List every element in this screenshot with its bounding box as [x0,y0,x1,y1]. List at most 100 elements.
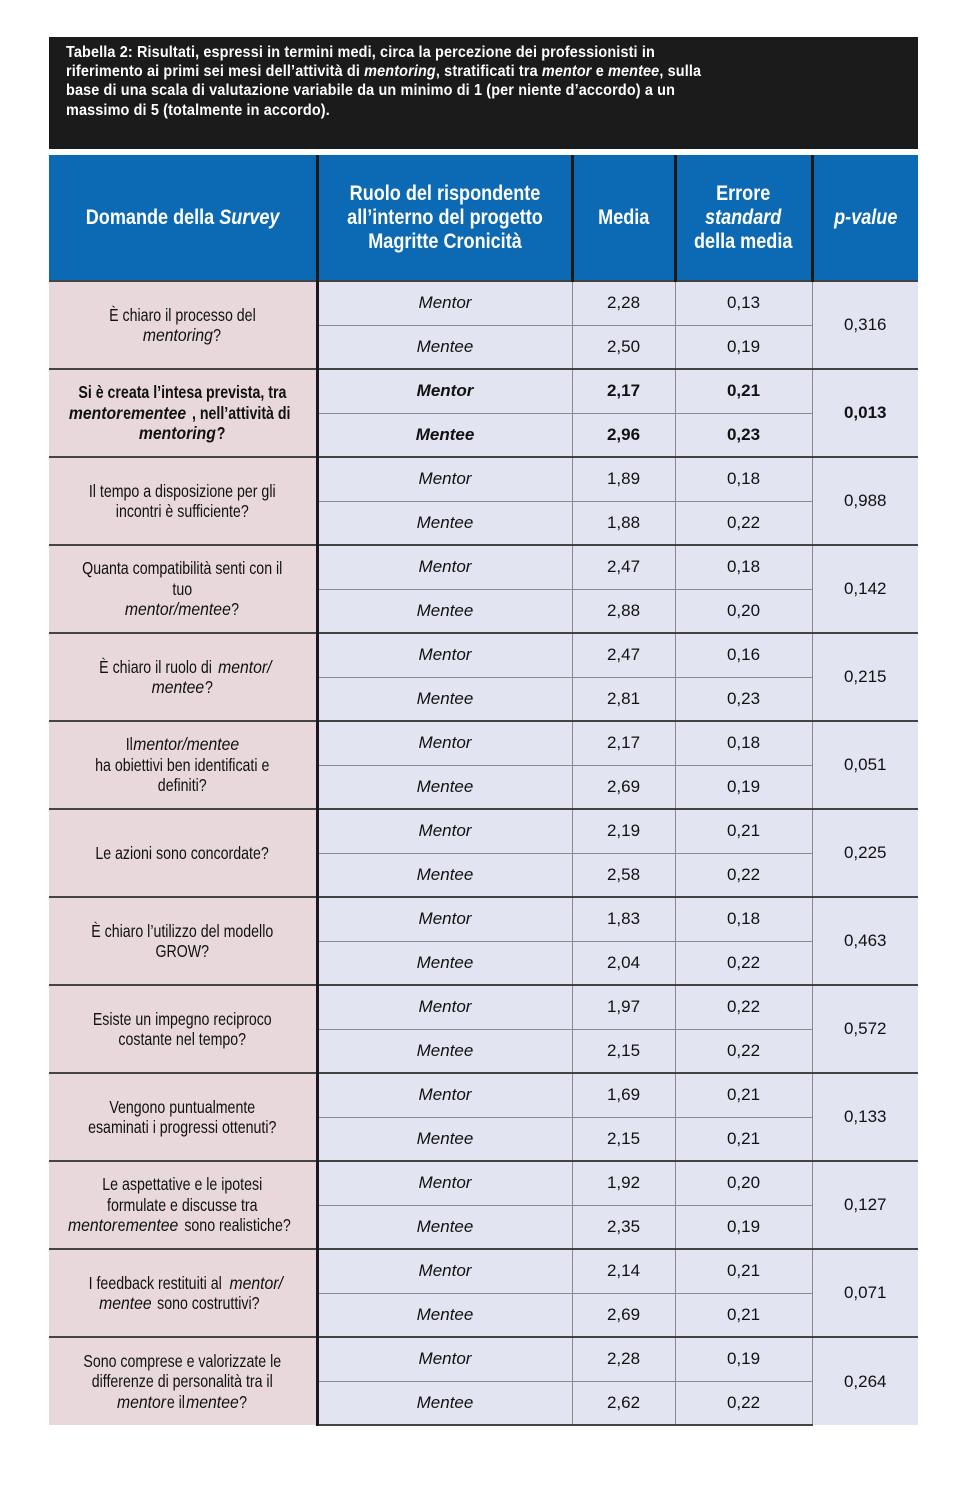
role-cell: Mentor [316,1072,572,1117]
table-row: Mentee 2,62 0,22 [49,1380,918,1426]
errore-cell: 0,21 [674,1116,812,1161]
role-cell: Mentor [316,368,572,413]
media-cell: 2,81 [571,676,675,721]
errore-cell: 0,22 [674,1380,812,1426]
role-cell: Mentee [316,1380,572,1426]
errore-cell: 0,19 [674,764,812,809]
role-cell: Mentee [316,852,572,897]
media-cell: 1,88 [571,500,675,545]
media-cell: 1,97 [571,984,675,1029]
media-cell: 2,17 [571,720,675,765]
pvalue-cell: 0,215 [811,632,918,721]
table-row: Quanta compatibilità senti con il tuo me… [49,544,918,633]
table-row: Il mentor/mentee ha obiettivi ben identi… [49,720,918,809]
media-cell: 2,58 [571,852,675,897]
table-row: Mentee 2,88 0,20 [49,588,918,633]
pvalue-cell: 0,225 [811,808,918,897]
table-row: Si è creata l’intesa prevista, tra mento… [49,368,918,457]
pvalue-cell: 0,013 [811,368,918,457]
question-cell: Vengono puntualmente esaminati i progres… [49,1072,319,1161]
errore-cell: 0,13 [674,280,812,325]
table-row: Le aspettative e le ipotesi formulate e … [49,1160,918,1249]
table-row: Esiste un impegno reciproco costante nel… [49,984,918,1073]
header-row: Domande della Survey Ruolo del risponden… [49,155,918,281]
role-cell: Mentee [316,1028,572,1073]
header-errore: Errore standard della media [673,155,812,281]
table-row: È chiaro l’utilizzo del modello GROW? Men… [49,896,918,985]
media-cell: 2,88 [571,588,675,633]
errore-cell: 0,20 [674,1160,812,1205]
role-cell: Mentor [316,720,572,765]
errore-cell: 0,23 [674,676,812,721]
table-row: Mentee 2,15 0,21 [49,1116,918,1161]
table-body: È chiaro il processo del mentoring? Mento… [49,280,918,1426]
media-cell: 2,96 [571,412,675,457]
media-cell: 2,35 [571,1204,675,1249]
results-table: Domande della Survey Ruolo del risponden… [49,155,918,1426]
role-cell: Mentor [316,544,572,589]
errore-cell: 0,21 [674,368,812,413]
media-cell: 1,92 [571,1160,675,1205]
header-media: Media [570,155,675,281]
role-cell: Mentor [316,1248,572,1293]
caption-line-2: riferimento ai primi sei mesi dell’attiv… [66,63,702,81]
errore-cell: 0,18 [674,456,812,501]
media-cell: 2,17 [571,368,675,413]
pvalue-cell: 0,051 [811,720,918,809]
media-cell: 2,15 [571,1116,675,1161]
role-cell: Mentee [316,1292,572,1337]
pvalue-cell: 0,264 [811,1336,918,1425]
media-cell: 2,47 [571,632,675,677]
table-row: Mentee 2,96 0,23 [49,412,918,457]
media-cell: 1,89 [571,456,675,501]
role-cell: Mentor [316,456,572,501]
errore-cell: 0,21 [674,1292,812,1337]
role-cell: Mentor [316,984,572,1029]
role-cell: Mentee [316,1204,572,1249]
errore-cell: 0,22 [674,500,812,545]
question-cell: È chiaro il ruolo di mentor/ mentee? [49,632,319,721]
table-row: Mentee 2,58 0,22 [49,852,918,897]
errore-cell: 0,19 [674,1204,812,1249]
pvalue-cell: 0,142 [811,544,918,633]
caption-line-1: Tabella 2: Risultati, espressi in termin… [66,44,655,61]
role-cell: Mentor [316,1336,572,1381]
question-cell: Il mentor/mentee ha obiettivi ben identi… [49,720,319,809]
errore-cell: 0,20 [674,588,812,633]
pvalue-cell: 0,133 [811,1072,918,1161]
table-row: Mentee 2,81 0,23 [49,676,918,721]
media-cell: 2,28 [571,1336,675,1381]
role-cell: Mentee [316,764,572,809]
table-row: Mentee 2,69 0,19 [49,764,918,809]
media-cell: 1,69 [571,1072,675,1117]
pvalue-cell: 0,988 [811,456,918,545]
errore-cell: 0,19 [674,1336,812,1381]
media-cell: 2,19 [571,808,675,853]
role-cell: Mentor [316,632,572,677]
pvalue-cell: 0,572 [811,984,918,1073]
pvalue-cell: 0,071 [811,1248,918,1337]
media-cell: 1,83 [571,896,675,941]
header-ruolo: Ruolo del rispondente all’interno del pr… [315,155,572,281]
pvalue-cell: 0,127 [811,1160,918,1249]
question-cell: Le azioni sono concordate? [49,808,319,897]
errore-cell: 0,19 [674,324,812,369]
errore-cell: 0,21 [674,1072,812,1117]
media-cell: 2,50 [571,324,675,369]
header-domande: Domande della Survey [49,155,317,281]
caption-line-3: base di una scala di valutazione variabi… [66,82,676,100]
question-cell: Esiste un impegno reciproco costante nel… [49,984,319,1073]
errore-cell: 0,18 [674,896,812,941]
media-cell: 2,04 [571,940,675,985]
media-cell: 2,62 [571,1380,675,1426]
caption-text: Tabella 2: Risultati, espressi in termin… [66,43,903,120]
role-cell: Mentor [316,280,572,325]
errore-cell: 0,22 [674,940,812,985]
role-cell: Mentor [316,1160,572,1205]
question-cell: Le aspettative e le ipotesi formulate e … [49,1160,319,1249]
role-cell: Mentee [316,500,572,545]
question-cell: I feedback restituiti al mentor/ mentee … [49,1248,319,1337]
role-cell: Mentor [316,896,572,941]
errore-cell: 0,16 [674,632,812,677]
media-cell: 2,28 [571,280,675,325]
